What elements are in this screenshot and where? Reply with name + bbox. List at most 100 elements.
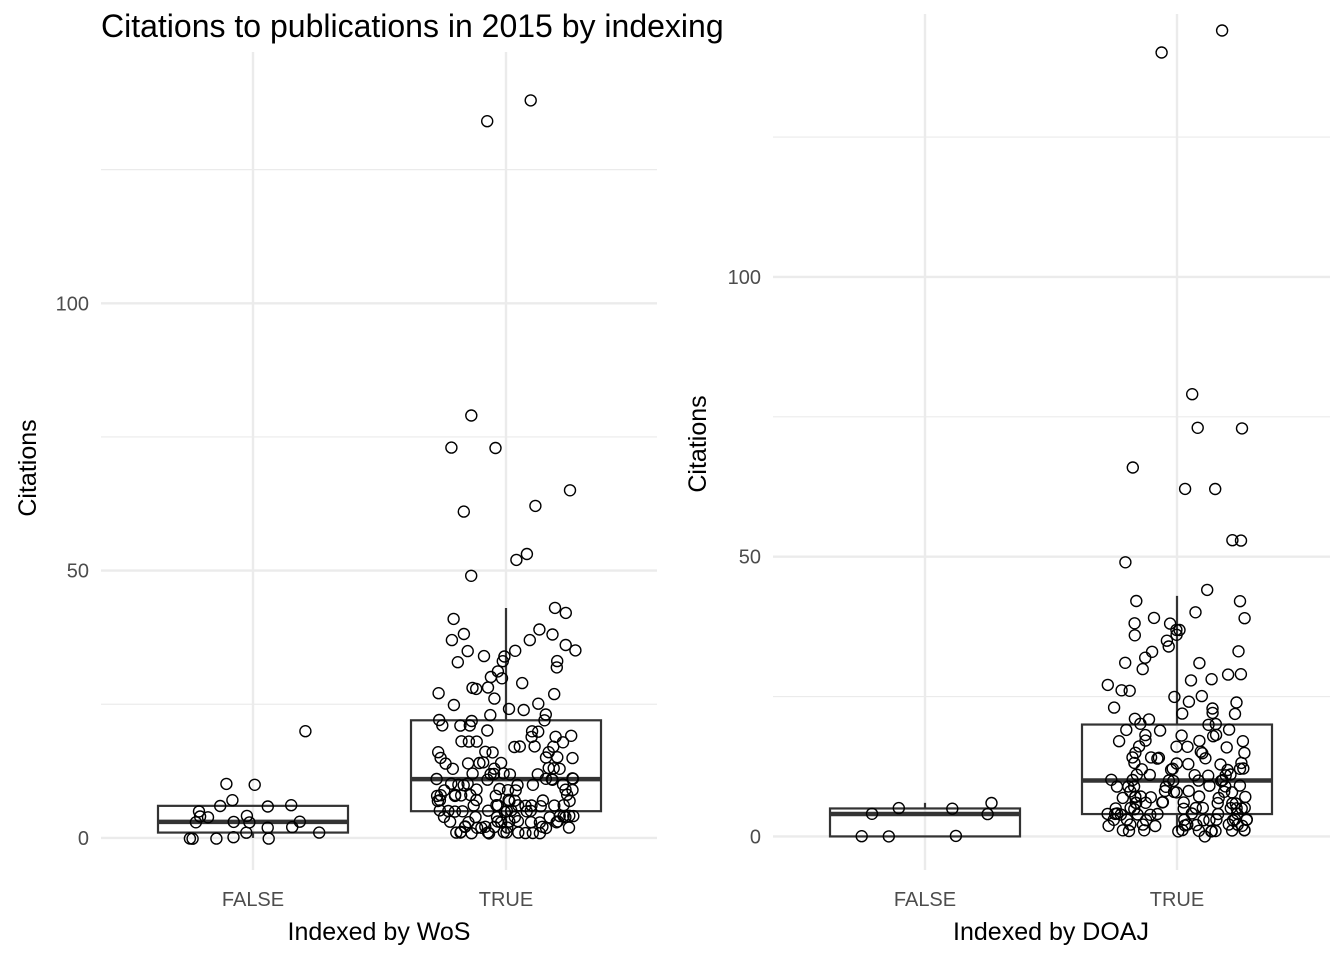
data-point: [1151, 807, 1164, 821]
data-point: [1182, 784, 1195, 798]
data-point: [569, 644, 582, 657]
data-point: [1128, 712, 1142, 725]
data-point: [1134, 790, 1147, 803]
data-point: [470, 735, 483, 748]
data-point: [1232, 645, 1245, 658]
data-point: [1234, 534, 1248, 547]
data-point: [1233, 595, 1247, 608]
data-point: [489, 441, 502, 455]
data-point: [1196, 747, 1209, 760]
data-point: [519, 826, 532, 840]
box-false: [828, 802, 1022, 838]
data-point: [447, 612, 460, 626]
data-point: [566, 751, 579, 765]
y-axis-title: Citations: [14, 419, 42, 516]
data-point: [1170, 757, 1183, 770]
data-point: [502, 702, 516, 716]
data-point: [1148, 819, 1162, 833]
data-point: [534, 800, 547, 813]
data-point: [559, 606, 572, 620]
data-point: [1237, 762, 1250, 775]
data-point: [1206, 702, 1219, 715]
data-point: [543, 811, 556, 824]
data-point: [193, 810, 207, 823]
data-point: [1139, 728, 1152, 742]
data-point: [511, 815, 525, 828]
data-point: [1209, 717, 1223, 731]
data-point: [1195, 689, 1209, 703]
data-point: [1178, 482, 1192, 496]
data-point: [1101, 678, 1115, 692]
data-point: [1177, 802, 1190, 815]
data-point: [1163, 617, 1177, 630]
data-point: [210, 832, 223, 845]
data-point: [434, 751, 447, 765]
data-point: [525, 725, 539, 738]
data-point: [1196, 801, 1210, 815]
data-point: [484, 708, 497, 722]
data-point: [1208, 482, 1222, 496]
data-point: [532, 725, 545, 738]
data-point: [551, 654, 564, 668]
data-point: [1206, 706, 1219, 720]
data-point: [1144, 791, 1158, 804]
data-point: [1175, 729, 1188, 742]
data-point: [517, 703, 530, 717]
data-point: [855, 830, 868, 843]
data-point: [1236, 735, 1250, 748]
data-point: [465, 569, 478, 582]
data-point: [559, 638, 572, 652]
data-point: [1219, 769, 1232, 782]
data-point: [1120, 723, 1133, 737]
data-point: [553, 809, 566, 823]
data-point: [525, 799, 538, 812]
data-point: [549, 730, 562, 743]
data-point: [1107, 701, 1121, 714]
data-point: [1175, 707, 1189, 720]
data-point: [1189, 801, 1203, 815]
data-point: [1130, 594, 1143, 608]
data-point: [1185, 388, 1199, 401]
data-point: [516, 676, 529, 690]
data-point: [1192, 824, 1206, 837]
box-false: [156, 804, 350, 838]
data-point: [1162, 640, 1175, 653]
data-point: [892, 801, 905, 815]
data-point: [532, 697, 545, 710]
data-point: [1229, 797, 1243, 810]
data-point: [1193, 734, 1206, 748]
data-point: [481, 114, 494, 128]
data-point: [1177, 796, 1190, 809]
panel-wos: 0 50 100 FALSE TRUE Indexed by WoS Citations: [14, 52, 657, 946]
data-point: [1170, 740, 1183, 753]
data-point: [461, 757, 475, 770]
data-point: [1238, 746, 1251, 760]
data-point: [461, 644, 474, 658]
data-point: [461, 777, 474, 790]
box-iqr: [156, 804, 350, 834]
data-point: [1201, 769, 1215, 782]
data-point: [498, 650, 511, 663]
data-point: [1136, 662, 1149, 676]
points-false: [855, 796, 998, 843]
data-point: [1132, 740, 1146, 753]
data-point: [1189, 606, 1202, 619]
data-point: [313, 826, 326, 839]
data-point: [1160, 634, 1174, 647]
data-point: [533, 623, 546, 636]
data-point: [1145, 645, 1159, 658]
data-point: [1203, 813, 1216, 827]
data-point: [1128, 617, 1141, 630]
x-tick-label: TRUE: [479, 889, 533, 911]
data-point: [201, 811, 215, 824]
data-point: [1147, 611, 1161, 625]
y-tick-label: 50: [67, 561, 89, 583]
data-point: [1144, 808, 1157, 821]
data-point: [445, 633, 459, 647]
data-point: [1234, 668, 1248, 681]
data-point: [457, 505, 470, 518]
data-point: [1202, 718, 1215, 731]
x-tick-label: FALSE: [894, 889, 956, 911]
data-point: [299, 725, 312, 738]
data-point: [1206, 730, 1220, 743]
